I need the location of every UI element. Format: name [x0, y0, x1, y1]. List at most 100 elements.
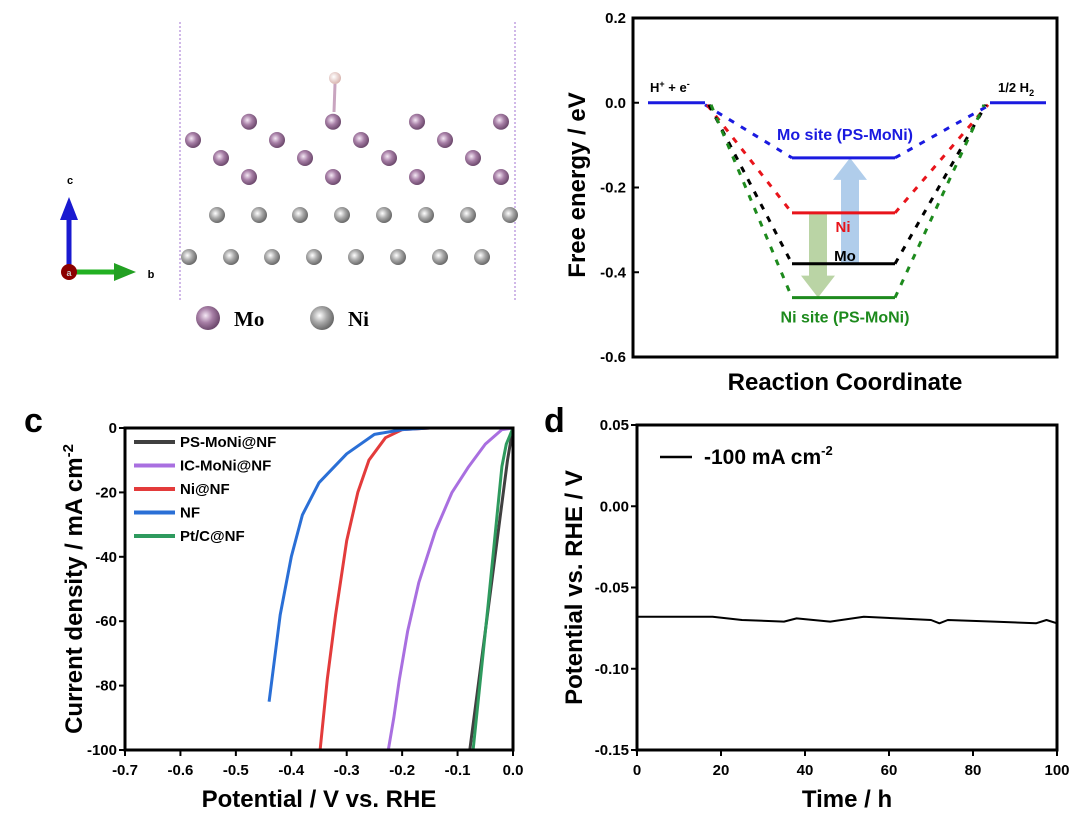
- ni-atom: [432, 249, 448, 265]
- start-label-sup1: +: [659, 79, 664, 89]
- legend-label: PS-MoNi@NF: [180, 434, 276, 451]
- panel-a-structure: a c b Mo Ni: [60, 22, 518, 331]
- ni-atom: [209, 207, 225, 223]
- series-line--100-ma-cm-2: [637, 615, 1058, 625]
- c-axis-label: c: [67, 175, 73, 187]
- y-tick-label: -40: [95, 549, 117, 566]
- level-label: Ni site (PS-MoNi): [781, 310, 910, 327]
- x-tick-label: 20: [713, 762, 730, 779]
- axis-indicator: a c b: [60, 175, 155, 281]
- ni-atom: [264, 249, 280, 265]
- y-tick-label: 0.00: [600, 498, 629, 515]
- y-tick-label: -100: [87, 742, 117, 759]
- legend-label-sup: -2: [821, 443, 833, 458]
- ni-legend-sphere-icon: [310, 306, 334, 330]
- a-axis-label: a: [66, 268, 72, 278]
- plot-frame: [123, 426, 515, 752]
- y-tick-label: 0.0: [605, 95, 626, 112]
- mo-atom: [213, 150, 229, 166]
- x-tick-label: 40: [797, 762, 814, 779]
- x-axis-label: Reaction Coordinate: [728, 369, 963, 396]
- atoms: [181, 72, 518, 265]
- mo-atom: [493, 169, 509, 185]
- mo-legend-sphere-icon: [196, 306, 220, 330]
- y-axis-label: Potential vs. RHE / V: [561, 470, 588, 705]
- legend-label: -100 mA cm-2: [704, 443, 833, 469]
- b-axis-arrow-icon: [114, 263, 136, 281]
- y-tick-label: -0.2: [600, 180, 626, 197]
- connector-left: [704, 103, 793, 160]
- ni-atom: [181, 249, 197, 265]
- mo-atom: [381, 150, 397, 166]
- y-tick-label: 0: [109, 420, 117, 437]
- x-tick-label: -0.6: [167, 762, 193, 779]
- start-label-sup2: -: [687, 79, 690, 89]
- series-line-nf: [267, 426, 513, 702]
- y-axis-label: Free energy / eV: [564, 92, 591, 277]
- mo-atom: [325, 113, 341, 130]
- a-axis-dot-icon: [61, 264, 77, 280]
- mo-atom: [241, 113, 257, 130]
- ni-atom: [223, 249, 239, 265]
- panel-letter: c: [24, 402, 43, 440]
- connector-left: [705, 103, 794, 214]
- y-tick-label: -0.4: [600, 264, 627, 281]
- ni-atom: [460, 207, 476, 223]
- mo-atom: [437, 132, 453, 148]
- mo-atom: [409, 113, 425, 130]
- x-tick-label: -0.4: [278, 762, 305, 779]
- legend-label: NF: [180, 505, 200, 522]
- x-tick-label: -0.3: [334, 762, 360, 779]
- mo-atom: [409, 169, 425, 185]
- y-axis-label-text: Current density / mA cm: [61, 457, 88, 734]
- legend-label-main: -100 mA cm: [704, 446, 821, 469]
- ni-atom: [348, 249, 364, 265]
- c-axis-arrow-icon: [60, 197, 78, 220]
- ni-legend-label: Ni: [348, 307, 369, 331]
- y-tick-label: -60: [95, 613, 117, 630]
- y-tick-label: -0.05: [595, 580, 629, 597]
- x-tick-label: -0.1: [445, 762, 471, 779]
- y-tick-label: 0.05: [600, 417, 629, 434]
- x-tick-label: -0.5: [223, 762, 249, 779]
- mo-atom: [325, 169, 341, 185]
- mo-atom: [269, 132, 285, 148]
- y-tick-label: -0.6: [600, 349, 626, 366]
- y-axis-label-sup: -2: [60, 444, 77, 457]
- x-tick-label: 80: [965, 762, 982, 779]
- panel-d-stability: 0 20 40 60 80 100 0.05 0.00 -0.05 -0.10 -0.15 Time …: [544, 402, 1070, 813]
- h-atom: [329, 72, 341, 84]
- h-bond: [332, 83, 337, 113]
- y-tick-label: 0.2: [605, 10, 626, 27]
- x-tick-label: -0.7: [112, 762, 138, 779]
- y-axis-label: Current density / mA cm-2: [60, 444, 88, 734]
- start-label-main: H: [650, 80, 659, 95]
- mo-atom: [353, 132, 369, 148]
- level-label: Mo: [834, 248, 856, 265]
- x-tick-label: -0.2: [389, 762, 415, 779]
- level-label: Ni: [836, 219, 851, 236]
- connector-right: [894, 103, 991, 160]
- connector-right: [893, 103, 990, 214]
- mo-legend-label: Mo: [234, 307, 264, 331]
- x-tick-label: 0.0: [503, 762, 524, 779]
- plot-frame: [635, 423, 1059, 752]
- ni-atom: [251, 207, 267, 223]
- mo-atom: [493, 113, 509, 130]
- ni-atom: [306, 249, 322, 265]
- level-label: Mo site (PS-MoNi): [777, 127, 913, 144]
- series-line-ic-moni-nf: [386, 426, 514, 751]
- x-tick-label: 100: [1044, 762, 1069, 779]
- series-line-ps-moni-nf: [468, 427, 515, 751]
- end-label-sub: 2: [1029, 88, 1034, 98]
- connector-right: [893, 104, 988, 265]
- ni-atom: [474, 249, 490, 265]
- y-tick-label: -0.15: [595, 742, 629, 759]
- panel-c-polarization-curves: -0.7 -0.6 -0.5 -0.4 -0.3 -0.2 -0.1 0.0 0 -20 -40 -6…: [24, 402, 523, 813]
- end-label-main: 1/2 H: [998, 80, 1029, 95]
- legend-label: Ni@NF: [180, 481, 230, 498]
- y-axis-label-text: Potential vs. RHE / V: [561, 470, 588, 705]
- panel-b-energy-diagram: 0.2 0.0 -0.2 -0.4 -0.6 Reaction Coordinate Fre…: [564, 10, 1059, 396]
- mo-atom: [465, 150, 481, 166]
